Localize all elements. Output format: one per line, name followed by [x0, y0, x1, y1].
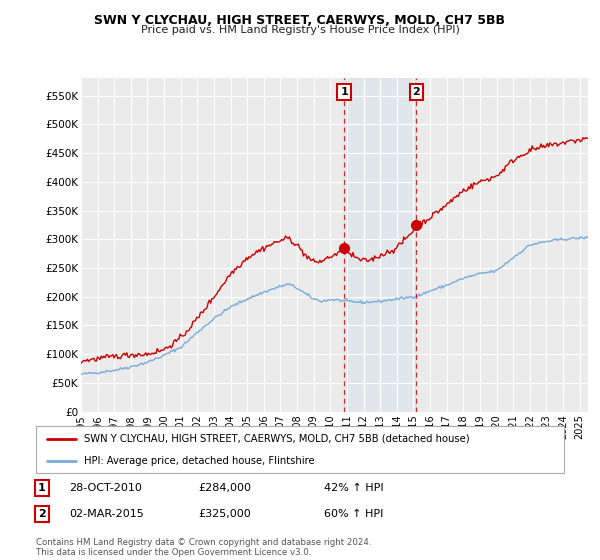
Bar [344, 78, 416, 412]
Text: 60% ↑ HPI: 60% ↑ HPI [324, 509, 383, 519]
Text: 1: 1 [340, 87, 348, 97]
Text: £325,000: £325,000 [198, 509, 251, 519]
Text: 2: 2 [38, 509, 46, 519]
Text: SWN Y CLYCHAU, HIGH STREET, CAERWYS, MOLD, CH7 5BB: SWN Y CLYCHAU, HIGH STREET, CAERWYS, MOL… [95, 14, 505, 27]
Text: Contains HM Land Registry data © Crown copyright and database right 2024.
This d: Contains HM Land Registry data © Crown c… [36, 538, 371, 557]
Text: 1: 1 [38, 483, 46, 493]
Text: £284,000: £284,000 [198, 483, 251, 493]
Text: 02-MAR-2015: 02-MAR-2015 [69, 509, 144, 519]
Text: 2: 2 [412, 87, 420, 97]
Text: SWN Y CLYCHAU, HIGH STREET, CAERWYS, MOLD, CH7 5BB (detached house): SWN Y CLYCHAU, HIGH STREET, CAERWYS, MOL… [83, 434, 469, 444]
Text: 42% ↑ HPI: 42% ↑ HPI [324, 483, 383, 493]
Text: Price paid vs. HM Land Registry's House Price Index (HPI): Price paid vs. HM Land Registry's House … [140, 25, 460, 35]
Text: HPI: Average price, detached house, Flintshire: HPI: Average price, detached house, Flin… [83, 456, 314, 466]
Text: 28-OCT-2010: 28-OCT-2010 [69, 483, 142, 493]
